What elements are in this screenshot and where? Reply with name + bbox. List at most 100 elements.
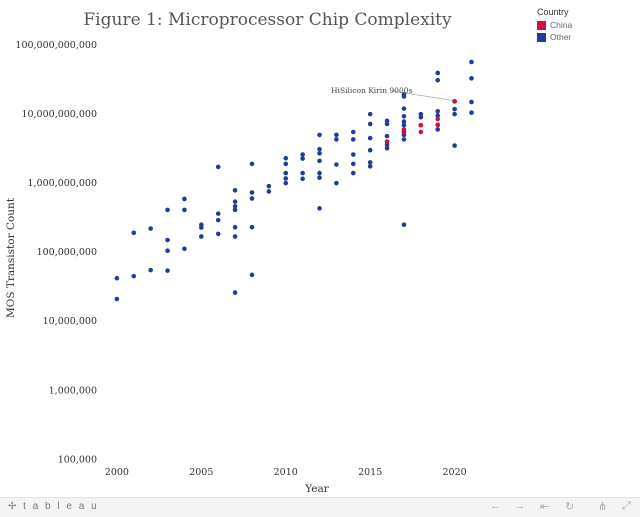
data-point-other[interactable] bbox=[232, 203, 238, 209]
data-point-other[interactable] bbox=[452, 111, 457, 117]
data-point-other[interactable] bbox=[283, 176, 289, 181]
data-point-other[interactable] bbox=[232, 199, 238, 204]
data-point-other[interactable] bbox=[384, 133, 390, 139]
data-point-other[interactable] bbox=[165, 207, 170, 213]
data-point-china[interactable] bbox=[435, 122, 441, 128]
data-point-other[interactable] bbox=[215, 231, 221, 237]
data-point-other[interactable] bbox=[401, 222, 407, 228]
data-point-china[interactable] bbox=[435, 116, 441, 122]
data-point-other[interactable] bbox=[367, 160, 373, 165]
data-point-china[interactable] bbox=[401, 127, 407, 132]
data-point-other[interactable] bbox=[435, 77, 441, 83]
data-point-other[interactable] bbox=[215, 211, 221, 216]
data-point-other[interactable] bbox=[148, 267, 153, 273]
data-point-other[interactable] bbox=[165, 248, 170, 254]
data-point-other[interactable] bbox=[232, 234, 238, 239]
data-point-other[interactable] bbox=[317, 151, 322, 156]
data-point-other[interactable] bbox=[334, 137, 339, 142]
data-point-other[interactable] bbox=[384, 142, 390, 148]
data-point-other[interactable] bbox=[300, 152, 305, 157]
data-point-other[interactable] bbox=[367, 121, 373, 127]
data-point-china[interactable] bbox=[418, 122, 424, 128]
data-point-other[interactable] bbox=[249, 190, 255, 195]
data-point-other[interactable] bbox=[232, 207, 238, 213]
data-point-other[interactable] bbox=[401, 92, 407, 97]
data-point-other[interactable] bbox=[401, 114, 407, 119]
data-point-other[interactable] bbox=[266, 183, 272, 189]
data-point-other[interactable] bbox=[283, 170, 289, 176]
data-point-other[interactable] bbox=[435, 108, 441, 114]
data-point-other[interactable] bbox=[317, 158, 322, 164]
data-point-other[interactable] bbox=[401, 137, 407, 142]
undo-icon[interactable]: ← bbox=[490, 500, 501, 512]
data-point-other[interactable] bbox=[418, 114, 424, 120]
data-point-other[interactable] bbox=[334, 180, 339, 186]
data-point-other[interactable] bbox=[283, 180, 289, 186]
data-point-other[interactable] bbox=[469, 99, 474, 105]
data-point-other[interactable] bbox=[131, 273, 137, 279]
data-point-other[interactable] bbox=[469, 76, 474, 81]
data-point-other[interactable] bbox=[215, 217, 221, 223]
data-point-other[interactable] bbox=[300, 170, 305, 176]
data-point-china[interactable] bbox=[418, 129, 424, 135]
data-point-other[interactable] bbox=[435, 127, 441, 132]
data-point-other[interactable] bbox=[350, 170, 356, 176]
data-point-other[interactable] bbox=[165, 237, 170, 243]
data-point-other[interactable] bbox=[249, 272, 255, 278]
data-point-other[interactable] bbox=[367, 164, 373, 169]
tableau-logo[interactable]: ✢ t a b l e a u bbox=[8, 501, 99, 512]
revert-icon[interactable]: ⇤ bbox=[540, 501, 550, 513]
data-point-other[interactable] bbox=[215, 164, 221, 170]
data-point-other[interactable] bbox=[317, 175, 322, 180]
data-point-other[interactable] bbox=[367, 147, 373, 153]
data-point-other[interactable] bbox=[182, 196, 187, 202]
data-point-other[interactable] bbox=[367, 135, 373, 141]
data-point-other[interactable] bbox=[452, 143, 457, 148]
data-point-other[interactable] bbox=[300, 176, 305, 182]
legend-item-other[interactable]: Other bbox=[537, 32, 572, 42]
redo-icon[interactable]: → bbox=[514, 500, 525, 512]
data-point-other[interactable] bbox=[367, 111, 373, 117]
data-point-other[interactable] bbox=[249, 224, 255, 230]
data-point-other[interactable] bbox=[165, 268, 170, 273]
data-point-other[interactable] bbox=[350, 137, 356, 142]
data-point-other[interactable] bbox=[469, 110, 474, 115]
data-point-other[interactable] bbox=[182, 207, 187, 213]
data-point-other[interactable] bbox=[300, 156, 305, 161]
refresh-icon[interactable]: ↻ bbox=[565, 501, 575, 513]
data-point-other[interactable] bbox=[401, 119, 407, 124]
data-point-other[interactable] bbox=[266, 189, 272, 194]
data-point-other[interactable] bbox=[418, 111, 424, 117]
data-point-china[interactable] bbox=[384, 139, 390, 144]
data-point-other[interactable] bbox=[114, 296, 120, 302]
data-point-other[interactable] bbox=[182, 246, 187, 252]
data-point-other[interactable] bbox=[350, 152, 356, 157]
data-point-other[interactable] bbox=[317, 132, 322, 138]
data-point-other[interactable] bbox=[114, 275, 120, 281]
data-point-other[interactable] bbox=[131, 230, 137, 236]
data-point-other[interactable] bbox=[199, 234, 204, 239]
data-point-other[interactable] bbox=[317, 146, 322, 152]
share-icon[interactable]: ⋔ bbox=[598, 501, 608, 513]
data-point-other[interactable] bbox=[283, 161, 289, 167]
data-point-other[interactable] bbox=[317, 170, 322, 176]
data-point-other[interactable] bbox=[452, 106, 457, 112]
data-point-other[interactable] bbox=[401, 122, 407, 128]
data-point-other[interactable] bbox=[435, 113, 441, 118]
data-point-other[interactable] bbox=[334, 162, 339, 167]
data-point-china[interactable] bbox=[452, 99, 457, 104]
data-point-other[interactable] bbox=[232, 224, 238, 230]
fullscreen-icon[interactable]: ⤢ bbox=[622, 500, 631, 512]
legend-item-china[interactable]: China bbox=[537, 20, 572, 30]
data-point-other[interactable] bbox=[199, 222, 204, 228]
data-point-other[interactable] bbox=[232, 187, 238, 193]
data-point-other[interactable] bbox=[350, 129, 356, 135]
data-point-other[interactable] bbox=[350, 161, 356, 167]
data-point-other[interactable] bbox=[317, 206, 322, 211]
data-point-other[interactable] bbox=[384, 118, 390, 124]
data-point-other[interactable] bbox=[283, 155, 289, 161]
data-point-other[interactable] bbox=[148, 226, 153, 231]
data-point-other[interactable] bbox=[384, 145, 390, 151]
data-point-other[interactable] bbox=[384, 121, 390, 127]
data-point-other[interactable] bbox=[435, 70, 441, 76]
